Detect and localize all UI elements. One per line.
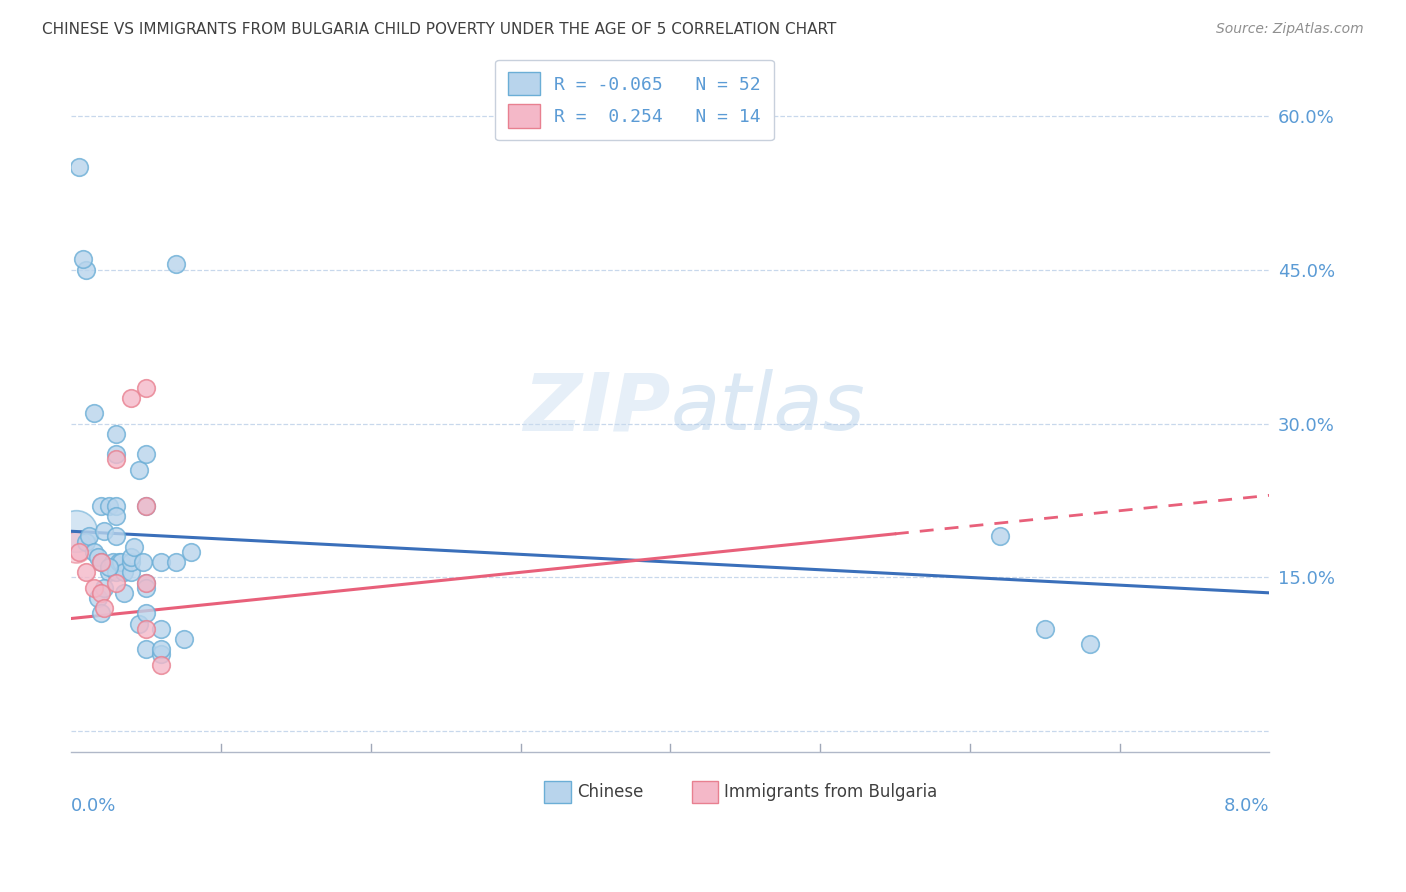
Point	[75, 566, 97, 580]
Point	[135, 622, 157, 636]
Text: Immigrants from Bulgaria: Immigrants from Bulgaria	[724, 783, 938, 801]
Point	[87, 591, 110, 605]
Point	[105, 452, 128, 467]
Text: 0.0%: 0.0%	[72, 797, 117, 814]
Text: atlas: atlas	[671, 369, 865, 447]
Point	[90, 499, 112, 513]
Point	[180, 545, 202, 559]
Point	[120, 391, 142, 405]
Point	[988, 529, 1011, 543]
Text: Chinese: Chinese	[576, 783, 643, 801]
Point	[105, 566, 128, 580]
Point	[83, 406, 105, 420]
Point	[97, 566, 120, 580]
Point	[128, 616, 150, 631]
Point	[135, 499, 157, 513]
Point	[75, 534, 97, 549]
Point	[135, 381, 157, 395]
Point	[97, 560, 120, 574]
Point	[90, 555, 112, 569]
Point	[165, 555, 187, 569]
Point	[105, 575, 128, 590]
Point	[1078, 637, 1101, 651]
Point	[90, 555, 112, 569]
FancyBboxPatch shape	[544, 781, 571, 804]
Point	[135, 607, 157, 621]
Point	[1033, 622, 1056, 636]
Point	[135, 575, 157, 590]
Point	[122, 540, 145, 554]
Point	[105, 447, 128, 461]
Point	[105, 499, 128, 513]
Point	[65, 540, 87, 554]
Point	[105, 508, 128, 523]
Point	[112, 566, 135, 580]
Point	[132, 555, 155, 569]
Point	[135, 499, 157, 513]
Point	[120, 555, 142, 569]
Point	[72, 252, 94, 267]
Point	[120, 549, 142, 564]
Point	[101, 555, 124, 569]
Text: CHINESE VS IMMIGRANTS FROM BULGARIA CHILD POVERTY UNDER THE AGE OF 5 CORRELATION: CHINESE VS IMMIGRANTS FROM BULGARIA CHIL…	[42, 22, 837, 37]
Point	[105, 426, 128, 441]
Point	[135, 581, 157, 595]
Point	[87, 549, 110, 564]
FancyBboxPatch shape	[692, 781, 718, 804]
Point	[93, 601, 115, 615]
Point	[97, 499, 120, 513]
Point	[150, 642, 173, 657]
Point	[90, 607, 112, 621]
Point	[83, 545, 105, 559]
Point	[93, 524, 115, 539]
Point	[65, 524, 87, 539]
Point	[112, 586, 135, 600]
Point	[165, 257, 187, 271]
Text: 8.0%: 8.0%	[1223, 797, 1270, 814]
Point	[150, 648, 173, 662]
Point	[67, 160, 90, 174]
Point	[93, 581, 115, 595]
Point	[77, 529, 100, 543]
Point	[67, 545, 90, 559]
Point	[128, 463, 150, 477]
Point	[120, 566, 142, 580]
Point	[90, 586, 112, 600]
Point	[135, 447, 157, 461]
Point	[150, 657, 173, 672]
Legend: R = -0.065   N = 52, R =  0.254   N = 14: R = -0.065 N = 52, R = 0.254 N = 14	[495, 60, 773, 140]
Point	[105, 529, 128, 543]
Text: ZIP: ZIP	[523, 369, 671, 447]
Point	[150, 555, 173, 569]
Point	[173, 632, 195, 646]
Text: Source: ZipAtlas.com: Source: ZipAtlas.com	[1216, 22, 1364, 37]
Point	[135, 642, 157, 657]
Point	[75, 262, 97, 277]
Point	[150, 622, 173, 636]
Point	[135, 575, 157, 590]
Point	[110, 555, 132, 569]
Point	[83, 581, 105, 595]
Point	[108, 555, 131, 569]
